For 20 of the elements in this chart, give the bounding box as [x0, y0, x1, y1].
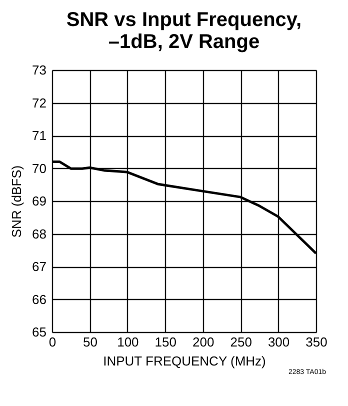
y-tick-label: 68 — [32, 226, 46, 242]
x-tick-label: 250 — [230, 334, 252, 350]
x-tick-label: 200 — [192, 334, 214, 350]
x-tick-label: 100 — [117, 334, 139, 350]
y-tick-label: 67 — [32, 259, 46, 274]
y-tick-label: 72 — [32, 95, 46, 110]
y-tick-label: 69 — [32, 194, 46, 208]
x-tick-label: 150 — [154, 334, 176, 350]
x-tick-label: 0 — [48, 334, 56, 350]
chart-title: SNR vs Input Frequency, –1dB, 2V Range — [66, 9, 302, 53]
x-tick-label: 300 — [268, 334, 290, 350]
y-tick-label: 70 — [32, 160, 46, 176]
y-tick-label: 71 — [32, 128, 46, 143]
y-axis-title: SNR (dBFS) — [9, 165, 24, 238]
x-axis-title: INPUT FREQUENCY (MHz) — [103, 354, 266, 368]
y-tick-label: 65 — [32, 324, 46, 340]
y-tick-label: 73 — [32, 62, 46, 78]
x-tick-label: 50 — [82, 334, 98, 350]
y-tick-label: 66 — [32, 292, 46, 307]
x-tick-label: 350 — [306, 334, 328, 350]
